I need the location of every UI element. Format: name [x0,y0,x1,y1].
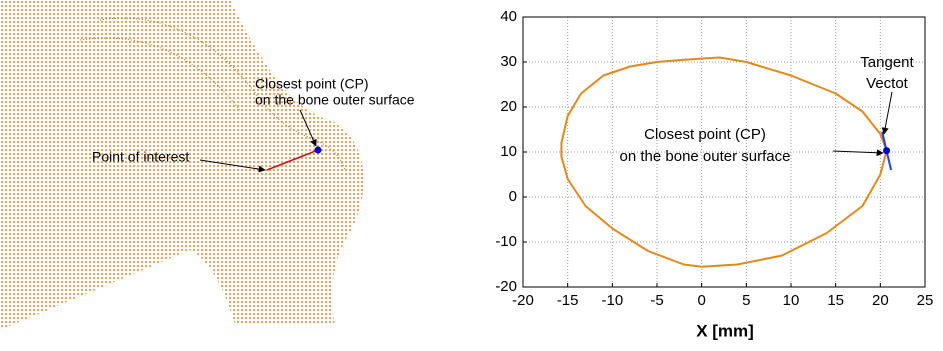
y-tick-label: 40 [500,8,517,25]
annotation: on the bone outer surface [620,148,791,165]
y-tick-label: -10 [495,233,517,250]
annotation: Vectot [866,75,909,92]
x-tick-label: 15 [827,292,844,309]
annotation: Closest point (CP) [255,76,369,92]
x-tick-label: 25 [917,292,934,309]
x-tick-label: 0 [697,292,705,309]
y-tick-label: 10 [500,143,517,160]
point-marker [883,147,890,154]
y-tick-label: 30 [500,53,517,70]
y-tick-label: 0 [509,188,517,205]
closest-point-marker [315,147,322,154]
point-cloud [0,0,364,330]
x-tick-label: -15 [557,292,579,309]
x-tick-label: -10 [601,292,623,309]
annotation: Point of interest [92,149,189,165]
annotation: Closest point (CP) [644,126,766,143]
x-tick-label: 20 [872,292,889,309]
x-tick-label: 5 [742,292,750,309]
y-tick-label: 20 [500,98,517,115]
annotation: on the bone outer surface [255,92,415,108]
x-axis-label: X [mm] [696,321,754,340]
annotation: Tangent [860,54,914,71]
x-tick-label: 10 [783,292,800,309]
point-cloud-panel: Closest point (CP) on the bone outer sur… [0,0,415,330]
y-tick-label: -20 [495,278,517,295]
x-tick-label: -5 [650,292,663,309]
figure: Closest point (CP) on the bone outer sur… [0,0,943,346]
